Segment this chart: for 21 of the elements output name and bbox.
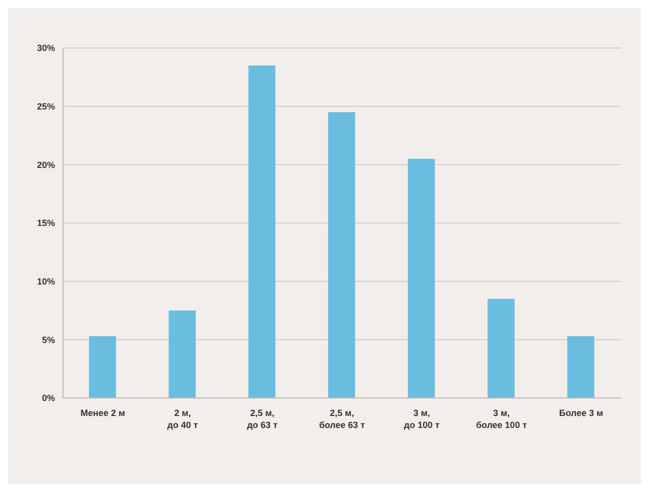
x-tick-label: Более 3 м xyxy=(559,408,604,418)
y-tick-label: 25% xyxy=(36,102,55,112)
bar xyxy=(248,66,276,398)
x-tick-label: 2 м, до 40 т xyxy=(167,408,198,430)
x-tick-label: Менее 2 м xyxy=(80,408,126,418)
bar xyxy=(567,336,594,398)
y-tick-label: 30% xyxy=(36,43,55,54)
y-tick-label: 20% xyxy=(36,160,55,170)
bar xyxy=(328,112,356,398)
x-tick-label: 3 м, до 100 т xyxy=(404,408,440,430)
bar xyxy=(488,298,515,398)
x-tick-label: 2,5 м, до 63 т xyxy=(246,408,278,430)
x-tick-label: 2,5 м, более 63 т xyxy=(319,408,366,430)
bar xyxy=(89,336,116,398)
y-tick-label: 0% xyxy=(42,393,55,404)
bar xyxy=(408,158,435,398)
y-tick-label: 5% xyxy=(42,334,55,345)
y-tick-label: 15% xyxy=(36,218,55,228)
x-tick-label: 3 м, более 100 т xyxy=(476,408,528,430)
y-tick-label: 10% xyxy=(36,276,55,287)
bar xyxy=(168,310,196,398)
